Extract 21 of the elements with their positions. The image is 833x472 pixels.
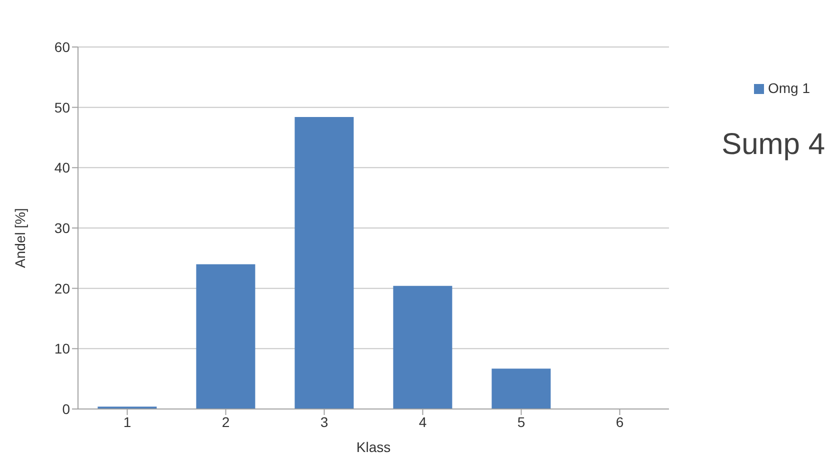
bar (196, 264, 256, 409)
y-tick-label: 20 (54, 280, 70, 296)
y-tick-label: 0 (62, 400, 70, 417)
x-tick-label: 5 (517, 414, 526, 430)
y-tick-label: 10 (54, 340, 70, 357)
x-tick-label: 2 (222, 414, 230, 430)
y-axis-title: Andel [%] (12, 208, 28, 268)
bar (393, 286, 452, 409)
y-tick-label: 60 (54, 38, 70, 55)
y-tick-label: 50 (54, 99, 70, 116)
bar (294, 116, 354, 409)
x-tick-label: 6 (616, 414, 624, 430)
y-tick-label: 30 (54, 220, 70, 236)
text: Sump 4 (722, 128, 825, 162)
x-tick-label: 4 (418, 414, 427, 430)
x-tick-label: 3 (320, 414, 328, 430)
x-axis-title: Klass (356, 439, 391, 455)
x-tick-label: 1 (123, 414, 132, 430)
y-tick-label: 40 (54, 160, 70, 176)
legend-label: Omg 1 (768, 80, 810, 96)
bar (492, 368, 551, 409)
